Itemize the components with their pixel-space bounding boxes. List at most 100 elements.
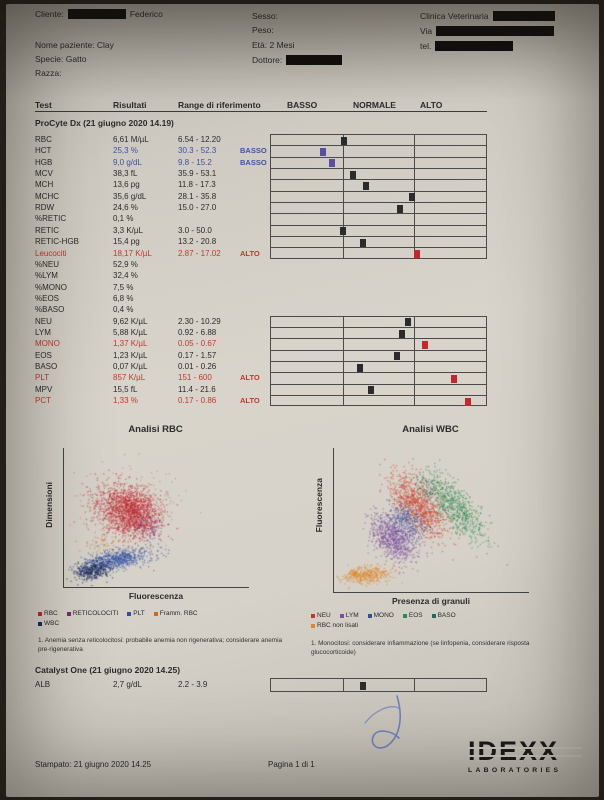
result-row-baso: %BASO 0,4 % <box>0 304 604 315</box>
field-sesso: Sesso: <box>252 10 278 21</box>
test-result: 5,88 K/µL <box>113 327 148 337</box>
test-result: 35,6 g/dL <box>113 191 147 201</box>
reference-range: 28.1 - 35.8 <box>178 191 217 201</box>
razza-label: Razza: <box>35 67 62 78</box>
printed-date: Stampato: 21 giugno 2020 14.25 <box>35 760 152 769</box>
result-row-mch: MCH 13,6 pg 11.8 - 17.3 <box>0 179 604 190</box>
test-name: HGB <box>35 157 53 167</box>
result-marker <box>399 329 406 338</box>
result-flag: BASSO <box>240 146 267 156</box>
reference-range: 2.2 - 3.9 <box>178 680 208 689</box>
reference-range: 13.2 - 20.8 <box>178 237 217 247</box>
test-name: LYM <box>35 327 51 337</box>
legend-swatch <box>339 613 344 618</box>
rbc-scatter-canvas <box>64 448 249 587</box>
range-bar-row <box>271 362 486 374</box>
legend-label: Framm. RBC <box>159 610 198 617</box>
result-row-lym: %LYM 32,4 % <box>0 270 604 281</box>
idexx-logo-text: IDEXX <box>468 736 560 766</box>
reference-range: 0.17 - 0.86 <box>178 396 217 406</box>
legend-label: WBC <box>44 620 60 627</box>
test-name: RETIC-HGB <box>35 237 79 247</box>
reference-range: 0.01 - 0.26 <box>178 362 217 371</box>
range-bar-row <box>271 214 486 226</box>
test-name: NEU <box>35 316 52 326</box>
test-name: RETIC <box>35 225 59 235</box>
reference-range: 0.17 - 1.57 <box>178 350 217 360</box>
legend-label: RBC <box>44 610 58 617</box>
test-name: MCH <box>35 180 54 190</box>
test-result: 6,8 % <box>113 293 134 303</box>
reference-range: 15.0 - 27.0 <box>178 203 217 213</box>
column-header-result: Risultati <box>113 100 147 110</box>
test-result: 52,9 % <box>113 259 138 269</box>
result-row-pct: PCT 1,33 % 0.17 - 0.86 ALTO <box>0 395 604 406</box>
range-bar-row <box>271 169 486 181</box>
result-marker <box>421 340 428 349</box>
range-bar-row <box>271 317 486 328</box>
field-razza: Razza: <box>35 67 61 78</box>
result-row-retic: RETIC 3,3 K/µL 3.0 - 50.0 <box>0 225 604 236</box>
range-zone-divider <box>342 135 344 258</box>
test-name: %LYM <box>35 271 58 281</box>
reference-range: 11.8 - 17.3 <box>178 180 216 190</box>
range-bar-row <box>271 328 486 340</box>
range-zone-divider <box>342 679 344 691</box>
legend-item-rbc-non-lisati: RBC non lisati <box>311 622 358 629</box>
header-rule <box>35 111 487 112</box>
range-zone-divider <box>342 316 344 406</box>
result-marker <box>408 193 415 202</box>
test-result: 15,4 pg <box>113 237 140 247</box>
range-bar-row <box>271 180 486 192</box>
result-flag: BASSO <box>240 157 267 167</box>
range-bar-row <box>271 237 486 249</box>
test-result: 0,07 K/µL <box>113 362 148 371</box>
result-flag: ALTO <box>240 373 260 383</box>
peso-label: Peso: <box>252 24 274 35</box>
result-marker <box>340 227 347 236</box>
wbc-x-axis-label: Presenza di granuli <box>392 596 470 606</box>
column-header-basso: BASSO <box>287 100 318 110</box>
redacted-address <box>436 25 555 36</box>
result-marker <box>360 681 367 690</box>
result-marker <box>405 318 412 327</box>
test-name: %BASO <box>35 305 65 315</box>
result-marker <box>362 182 369 191</box>
test-name: %RETIC <box>35 214 67 224</box>
legend-item-baso: BASO <box>431 612 456 619</box>
wbc-legend: NEU LYM MONO EOS BASO RBC non lisati <box>311 612 586 632</box>
legend-swatch <box>127 611 132 616</box>
legend-swatch <box>311 613 315 618</box>
result-row-baso: BASO 0,07 K/µL 0.01 - 0.26 <box>0 361 604 372</box>
specie-label: Specie: Gatto <box>35 53 87 64</box>
result-row-mchc: MCHC 35,6 g/dL 28.1 - 35.8 <box>0 191 604 202</box>
test-name: Leucociti <box>35 248 67 258</box>
result-marker <box>329 159 336 168</box>
redacted-phone <box>435 40 514 51</box>
legend-swatch <box>66 611 71 616</box>
catalyst-section-title: Catalyst One (21 giugno 2020 14.25) <box>35 665 181 675</box>
result-marker <box>360 238 367 247</box>
wbc-scatter-plot <box>333 448 529 593</box>
legend-item-reticolociti: RETICOLOCITI <box>66 610 118 617</box>
test-result: 7,5 % <box>113 282 134 292</box>
tel-label: tel. <box>420 40 432 51</box>
wbc-y-axis-label: Fluorescenza <box>314 478 324 533</box>
field-via: Via <box>420 25 555 36</box>
reference-range: 2.87 - 17.02 <box>178 248 221 258</box>
test-result: 857 K/µL <box>113 373 146 383</box>
result-row-mono: %MONO 7,5 % <box>0 282 604 293</box>
legend-item-plt: PLT <box>127 610 145 617</box>
test-result: 18,17 K/µL <box>113 248 152 258</box>
result-row-eos: %EOS 6,8 % <box>0 293 604 304</box>
test-name: MCV <box>35 169 53 179</box>
legend-swatch <box>431 613 436 618</box>
field-tel: tel. <box>420 40 514 51</box>
test-name: RBC <box>35 135 52 144</box>
test-name: PCT <box>35 396 51 406</box>
result-row-hct: HCT 25,3 % 30.3 - 52.3 BASSO <box>0 145 604 156</box>
legend-swatch <box>153 611 158 616</box>
legend-swatch <box>38 621 42 626</box>
range-bar-row <box>271 679 486 693</box>
result-row-mcv: MCV 38,3 fL 35.9 - 53.1 <box>0 168 604 179</box>
